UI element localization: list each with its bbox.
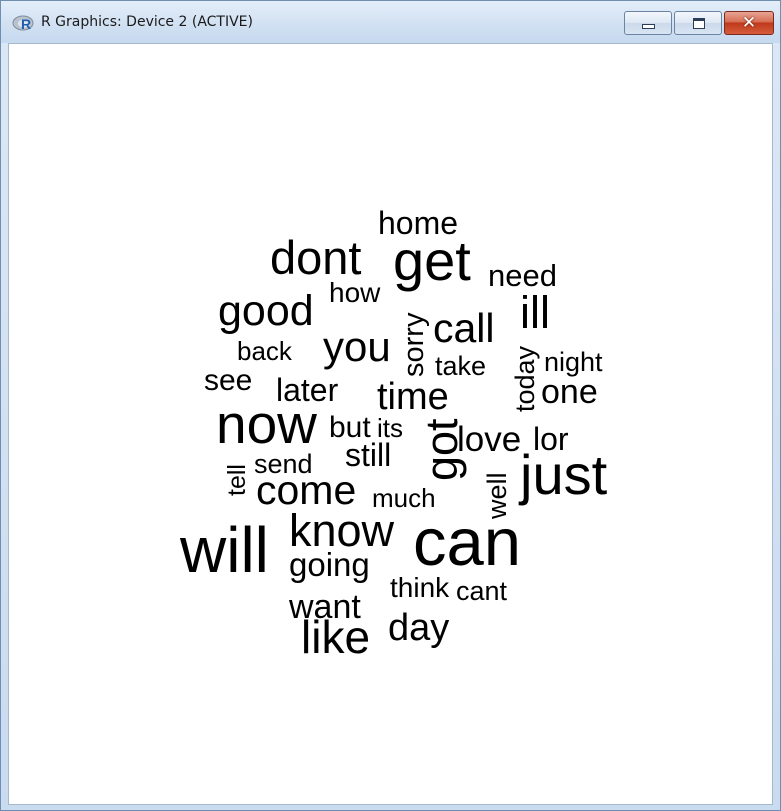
word-sorry: sorry xyxy=(398,312,430,377)
word-day: day xyxy=(388,607,449,649)
close-icon: ✕ xyxy=(741,13,757,33)
word-much: much xyxy=(372,483,436,513)
word-tell: tell xyxy=(223,464,251,496)
r-logo-icon: R xyxy=(12,15,34,32)
word-need: need xyxy=(488,258,557,293)
word-take: take xyxy=(435,351,486,381)
word-later: later xyxy=(276,372,339,408)
close-button[interactable]: ✕ xyxy=(724,11,774,35)
minimize-button[interactable] xyxy=(624,11,672,35)
word-got: got xyxy=(416,418,467,481)
title-bar[interactable]: R R Graphics: Device 2 (ACTIVE) ✕ xyxy=(1,1,780,43)
word-want: want xyxy=(288,588,361,626)
word-cant: cant xyxy=(456,576,508,606)
word-ill: ill xyxy=(520,287,550,338)
word-you: you xyxy=(323,323,391,370)
word-like: like xyxy=(301,611,370,663)
word-going: going xyxy=(289,546,370,583)
window-title: R Graphics: Device 2 (ACTIVE) xyxy=(41,14,253,30)
word-will: will xyxy=(179,514,269,586)
word-back: back xyxy=(237,336,293,366)
word-get: get xyxy=(393,229,471,292)
word-love: love xyxy=(457,420,521,459)
word-home: home xyxy=(378,205,458,241)
word-send: send xyxy=(254,449,313,479)
word-cloud: home dont get need how good ill call sor… xyxy=(179,205,608,663)
word-time: time xyxy=(377,376,449,418)
word-night: night xyxy=(544,347,603,377)
word-know: know xyxy=(289,505,395,556)
word-lor: lor xyxy=(533,421,569,457)
word-good: good xyxy=(218,287,314,335)
svg-text:R: R xyxy=(21,16,31,32)
word-can: can xyxy=(413,505,521,580)
word-its: its xyxy=(377,413,403,443)
maximize-icon xyxy=(693,18,705,29)
word-but: but xyxy=(329,411,371,444)
maximize-button[interactable] xyxy=(674,11,722,35)
word-how: how xyxy=(329,277,381,308)
word-one: one xyxy=(541,373,598,411)
word-dont: dont xyxy=(270,231,361,284)
word-think: think xyxy=(390,572,450,603)
minimize-icon xyxy=(642,24,655,29)
word-call: call xyxy=(433,305,495,351)
word-just: just xyxy=(518,443,608,506)
word-well: well xyxy=(482,472,512,520)
word-today: today xyxy=(510,345,540,412)
word-see: see xyxy=(204,364,252,397)
word-come: come xyxy=(256,467,356,513)
word-now: now xyxy=(216,393,317,455)
word-still: still xyxy=(345,437,391,473)
graphics-canvas: home dont get need how good ill call sor… xyxy=(8,43,773,805)
